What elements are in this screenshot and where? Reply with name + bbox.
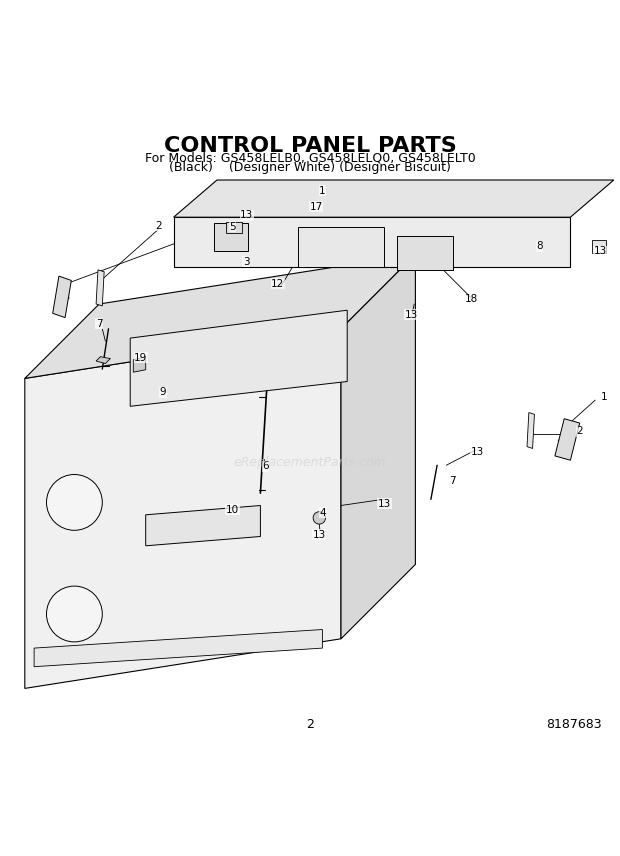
Text: 6: 6	[262, 461, 268, 472]
Text: (Black)    (Designer White) (Designer Biscuit): (Black) (Designer White) (Designer Biscu…	[169, 161, 451, 174]
FancyBboxPatch shape	[298, 227, 384, 267]
Polygon shape	[174, 217, 570, 267]
Text: 4: 4	[319, 508, 326, 518]
Text: 18: 18	[464, 294, 478, 304]
Text: 17: 17	[309, 202, 323, 211]
Circle shape	[46, 586, 102, 642]
Polygon shape	[130, 310, 347, 407]
Text: 10: 10	[226, 505, 239, 514]
Polygon shape	[527, 413, 534, 449]
Text: 12: 12	[271, 278, 285, 288]
Text: 1: 1	[601, 392, 608, 402]
FancyBboxPatch shape	[397, 235, 453, 270]
Text: 19: 19	[134, 353, 148, 363]
Text: 2: 2	[155, 221, 161, 231]
Polygon shape	[174, 180, 614, 217]
Text: 2: 2	[306, 718, 314, 731]
Text: 3: 3	[243, 257, 249, 267]
Text: 13: 13	[240, 211, 254, 220]
FancyBboxPatch shape	[592, 241, 606, 253]
Circle shape	[313, 512, 326, 524]
Text: 9: 9	[160, 387, 166, 397]
Text: 13: 13	[312, 530, 326, 539]
Text: 7: 7	[450, 476, 456, 485]
Text: 7: 7	[96, 318, 102, 329]
Polygon shape	[53, 276, 71, 318]
Text: 8187683: 8187683	[546, 718, 601, 731]
FancyBboxPatch shape	[214, 223, 248, 252]
Text: 13: 13	[378, 499, 391, 508]
Polygon shape	[146, 506, 260, 546]
Text: 2: 2	[577, 426, 583, 436]
Polygon shape	[34, 629, 322, 667]
Polygon shape	[341, 254, 415, 639]
Text: CONTROL PANEL PARTS: CONTROL PANEL PARTS	[164, 136, 456, 156]
Text: 13: 13	[404, 310, 418, 319]
Text: eReplacementParts.com: eReplacementParts.com	[234, 455, 386, 468]
Text: 5: 5	[229, 222, 236, 231]
Polygon shape	[96, 357, 110, 364]
FancyBboxPatch shape	[226, 222, 242, 233]
Circle shape	[46, 474, 102, 531]
Polygon shape	[96, 270, 104, 306]
Polygon shape	[133, 357, 146, 372]
Text: 13: 13	[593, 247, 607, 256]
Polygon shape	[25, 329, 341, 688]
Text: 8: 8	[536, 241, 542, 252]
Text: 1: 1	[319, 186, 326, 195]
Polygon shape	[25, 254, 415, 378]
Text: For Models: GS458LELB0, GS458LELQ0, GS458LELT0: For Models: GS458LELB0, GS458LELQ0, GS45…	[144, 152, 476, 165]
Text: 13: 13	[471, 447, 484, 456]
Polygon shape	[555, 419, 580, 461]
